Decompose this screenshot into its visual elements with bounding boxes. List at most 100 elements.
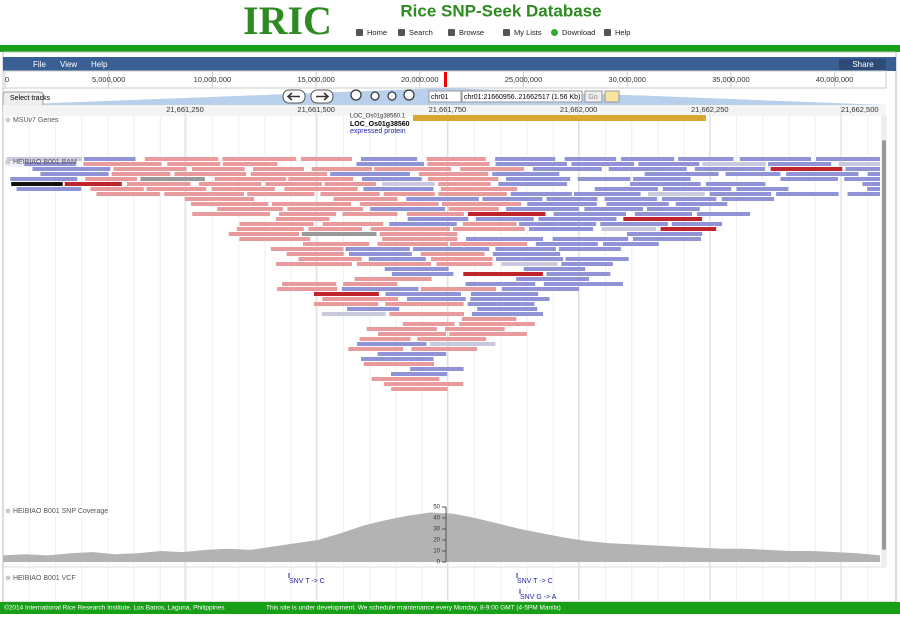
read[interactable] bbox=[383, 382, 464, 386]
read[interactable] bbox=[361, 177, 422, 181]
read[interactable] bbox=[436, 262, 493, 266]
read[interactable] bbox=[407, 297, 466, 301]
nav-link[interactable]: Search bbox=[409, 28, 433, 37]
read[interactable] bbox=[356, 162, 424, 166]
read[interactable] bbox=[270, 247, 344, 251]
read[interactable] bbox=[736, 187, 789, 191]
share-button[interactable] bbox=[839, 59, 886, 70]
read[interactable] bbox=[780, 177, 838, 181]
read[interactable] bbox=[281, 282, 337, 286]
read[interactable] bbox=[470, 297, 550, 301]
read[interactable] bbox=[167, 162, 221, 166]
read[interactable] bbox=[770, 167, 843, 171]
read[interactable] bbox=[113, 167, 187, 171]
read[interactable] bbox=[538, 217, 617, 221]
read[interactable] bbox=[776, 192, 839, 196]
read[interactable] bbox=[816, 157, 880, 161]
read[interactable] bbox=[460, 167, 525, 171]
read[interactable] bbox=[236, 227, 304, 231]
read[interactable] bbox=[427, 162, 490, 166]
read[interactable] bbox=[16, 187, 82, 191]
read[interactable] bbox=[594, 187, 658, 191]
read[interactable] bbox=[402, 322, 455, 326]
read[interactable] bbox=[10, 177, 78, 181]
gene-feature[interactable] bbox=[413, 115, 706, 121]
read[interactable] bbox=[361, 357, 434, 361]
read[interactable] bbox=[24, 162, 76, 166]
read[interactable] bbox=[603, 242, 659, 246]
read[interactable] bbox=[311, 167, 372, 171]
read[interactable] bbox=[228, 232, 300, 236]
menu-item[interactable]: View bbox=[60, 60, 77, 69]
read[interactable] bbox=[391, 387, 448, 391]
read[interactable] bbox=[440, 187, 518, 191]
read[interactable] bbox=[288, 177, 354, 181]
read[interactable] bbox=[506, 207, 579, 211]
read[interactable] bbox=[739, 157, 812, 161]
read[interactable] bbox=[623, 217, 703, 221]
read[interactable] bbox=[32, 167, 111, 171]
read[interactable] bbox=[470, 292, 539, 296]
read[interactable] bbox=[466, 237, 544, 241]
read[interactable] bbox=[527, 202, 597, 206]
read[interactable] bbox=[287, 207, 364, 211]
read[interactable] bbox=[391, 372, 448, 376]
read[interactable] bbox=[495, 157, 556, 161]
read[interactable] bbox=[239, 222, 314, 226]
read[interactable] bbox=[346, 307, 400, 311]
read[interactable] bbox=[384, 267, 449, 271]
read[interactable] bbox=[638, 162, 700, 166]
read[interactable] bbox=[498, 182, 568, 186]
read[interactable] bbox=[600, 222, 668, 226]
read[interactable] bbox=[459, 322, 535, 326]
read[interactable] bbox=[477, 307, 538, 311]
read[interactable] bbox=[561, 262, 613, 266]
read[interactable] bbox=[343, 282, 398, 286]
read[interactable] bbox=[308, 227, 363, 231]
read[interactable] bbox=[271, 202, 352, 206]
read[interactable] bbox=[453, 227, 525, 231]
read[interactable] bbox=[370, 207, 445, 211]
go-button[interactable] bbox=[584, 90, 603, 103]
read[interactable] bbox=[222, 157, 297, 161]
read[interactable] bbox=[214, 177, 287, 181]
read[interactable] bbox=[634, 212, 693, 216]
variant-label[interactable]: SNV T -> C bbox=[289, 578, 325, 585]
read[interactable] bbox=[516, 277, 590, 281]
read[interactable] bbox=[463, 222, 517, 226]
read[interactable] bbox=[438, 192, 507, 196]
read[interactable] bbox=[322, 222, 384, 226]
nav-icon[interactable] bbox=[448, 29, 455, 36]
read[interactable] bbox=[140, 177, 205, 181]
read[interactable] bbox=[584, 207, 644, 211]
read[interactable] bbox=[577, 177, 631, 181]
read[interactable] bbox=[475, 217, 534, 221]
read[interactable] bbox=[406, 212, 464, 216]
read[interactable] bbox=[286, 252, 344, 256]
read[interactable] bbox=[675, 202, 728, 206]
read[interactable] bbox=[385, 292, 461, 296]
read[interactable] bbox=[518, 222, 597, 226]
read[interactable] bbox=[418, 172, 489, 176]
read[interactable] bbox=[661, 197, 717, 201]
read[interactable] bbox=[463, 272, 543, 276]
read[interactable] bbox=[321, 312, 386, 316]
read[interactable] bbox=[146, 187, 207, 191]
read[interactable] bbox=[284, 187, 358, 191]
read[interactable] bbox=[660, 227, 717, 231]
highlight-button[interactable] bbox=[604, 90, 620, 103]
nav-link[interactable]: My Lists bbox=[514, 28, 542, 37]
read[interactable] bbox=[671, 222, 723, 226]
read[interactable] bbox=[535, 242, 598, 246]
read[interactable] bbox=[90, 187, 144, 191]
read[interactable] bbox=[786, 172, 859, 176]
read[interactable] bbox=[217, 207, 283, 211]
read[interactable] bbox=[111, 172, 171, 176]
read[interactable] bbox=[501, 287, 579, 291]
read[interactable] bbox=[662, 187, 732, 191]
read[interactable] bbox=[862, 182, 880, 186]
read[interactable] bbox=[420, 252, 485, 256]
read[interactable] bbox=[417, 337, 487, 341]
read[interactable] bbox=[322, 297, 399, 301]
read[interactable] bbox=[314, 302, 379, 306]
